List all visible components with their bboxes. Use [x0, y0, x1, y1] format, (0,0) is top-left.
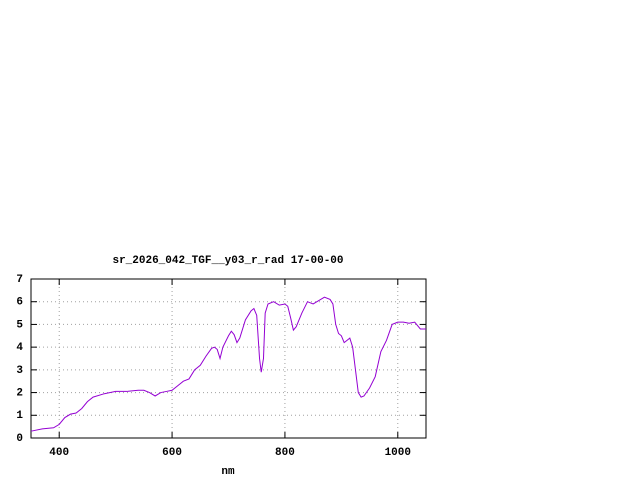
y-tick-label: 2: [16, 387, 23, 399]
x-tick-label: 800: [275, 447, 295, 459]
y-tick-label: 5: [16, 319, 23, 331]
y-tick-label: 7: [16, 274, 23, 286]
plot-frame: [30, 278, 427, 439]
x-tick-label: 600: [162, 447, 182, 459]
y-tick-label: 0: [16, 433, 23, 445]
x-tick-label: 1000: [385, 447, 411, 459]
y-tick-label: 1: [16, 410, 23, 422]
x-tick-label: 400: [49, 447, 69, 459]
y-tick-label: 3: [16, 365, 23, 377]
data-line: [30, 296, 426, 432]
y-tick-label: 4: [16, 342, 23, 354]
x-axis-label: nm: [221, 466, 235, 478]
chart-title: sr_2026_042_TGF__y03_r_rad 17-00-00: [112, 255, 343, 267]
y-tick-label: 6: [16, 297, 23, 309]
